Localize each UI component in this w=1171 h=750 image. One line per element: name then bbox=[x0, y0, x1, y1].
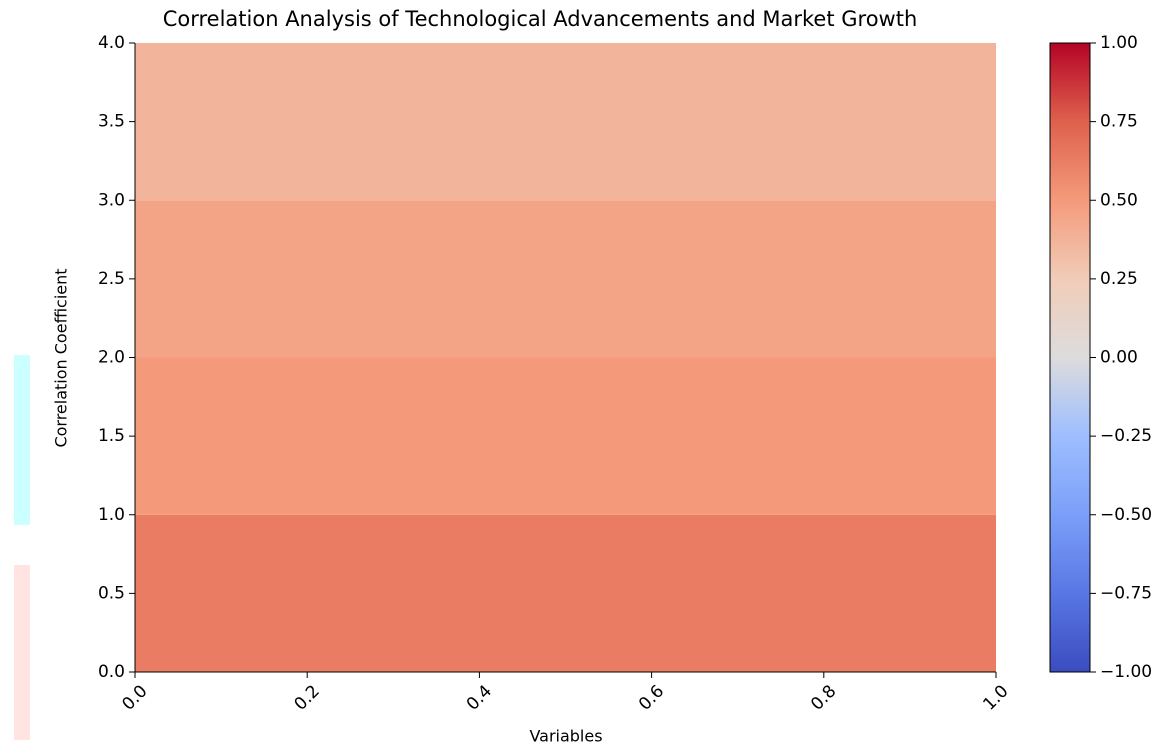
y-tick-label: 4.0 bbox=[98, 33, 125, 53]
y-tick-label: 3.5 bbox=[98, 112, 125, 132]
x-tick-label: 0.6 bbox=[635, 681, 668, 714]
x-tick-label: 1.0 bbox=[979, 681, 1012, 714]
chart-title: Correlation Analysis of Technological Ad… bbox=[163, 7, 918, 31]
colorbar bbox=[1049, 42, 1091, 673]
x-tick-label: 0.8 bbox=[807, 681, 840, 714]
colorbar-tick-label: −1.00 bbox=[1100, 662, 1152, 682]
heatmap-cell bbox=[135, 200, 996, 358]
colorbar-tick-label: 0.00 bbox=[1100, 348, 1138, 368]
colorbar-tick-label: 0.25 bbox=[1100, 269, 1138, 289]
heatmap-cell bbox=[135, 514, 996, 672]
colorbar-tick-label: −0.75 bbox=[1100, 583, 1152, 603]
decoration bbox=[14, 355, 30, 525]
y-tick-label: 1.5 bbox=[98, 426, 125, 446]
x-tick-label: 0.2 bbox=[291, 681, 324, 714]
heatmap-cell bbox=[135, 43, 996, 201]
y-tick-label: 1.0 bbox=[98, 505, 125, 525]
x-axis-label: Variables bbox=[529, 727, 602, 746]
x-tick-label: 0.0 bbox=[118, 681, 151, 714]
y-tick-label: 0.5 bbox=[98, 583, 125, 603]
y-axis-label: Correlation Coefficient bbox=[52, 268, 71, 447]
colorbar-tick-label: 0.75 bbox=[1100, 112, 1138, 132]
colorbar-tick-label: 0.50 bbox=[1100, 190, 1138, 210]
y-tick-label: 3.0 bbox=[98, 190, 125, 210]
x-tick-label: 0.4 bbox=[463, 681, 496, 714]
colorbar-tick-label: −0.50 bbox=[1100, 505, 1152, 525]
y-tick-label: 2.5 bbox=[98, 269, 125, 289]
colorbar-tick-label: 1.00 bbox=[1100, 33, 1138, 53]
y-tick-label: 2.0 bbox=[98, 348, 125, 368]
heatmap-cell bbox=[135, 357, 996, 515]
decoration bbox=[14, 565, 30, 740]
colorbar-tick-label: −0.25 bbox=[1100, 426, 1152, 446]
y-tick-label: 0.0 bbox=[98, 662, 125, 682]
